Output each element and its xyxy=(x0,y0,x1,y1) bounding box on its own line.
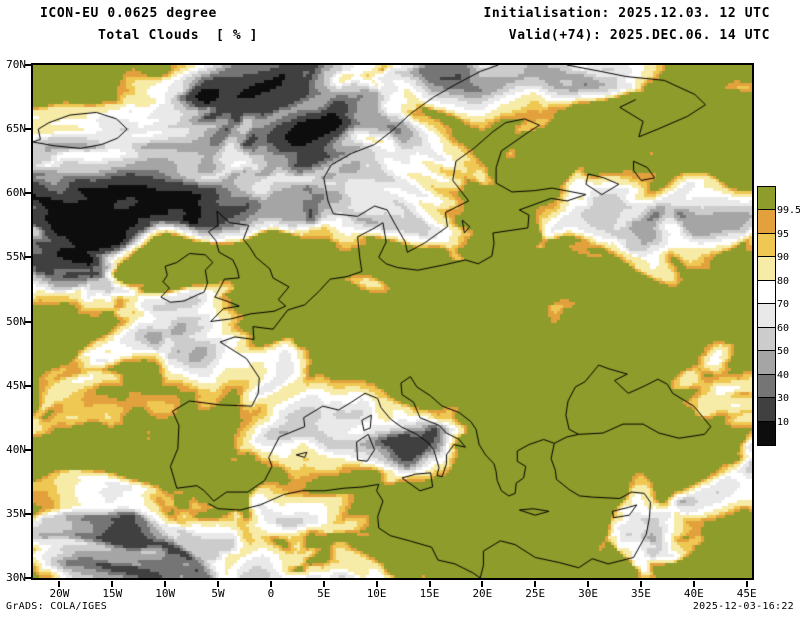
colorbar-segment xyxy=(758,422,775,445)
colorbar-tick-label: 80 xyxy=(777,276,790,287)
lon-tick-mark xyxy=(745,581,748,587)
colorbar-segment xyxy=(758,375,775,398)
lat-tick-mark xyxy=(25,128,31,131)
lon-tick-mark xyxy=(111,581,114,587)
lat-tick-mark xyxy=(25,64,31,66)
lat-tick-mark xyxy=(25,192,31,195)
colorbar-tick-label: 10 xyxy=(777,417,790,428)
lon-tick-mark xyxy=(481,581,484,587)
lon-tick-mark xyxy=(322,581,325,587)
colorbar-segment xyxy=(758,328,775,351)
colorbar-tick-label: 50 xyxy=(777,346,790,357)
title-valid: Valid(+74): 2025.DEC.06. 14 UTC xyxy=(508,28,770,43)
colorbar xyxy=(757,186,776,446)
lat-tick-label: 40N xyxy=(6,442,26,456)
lon-tick-label: 35E xyxy=(631,587,651,600)
colorbar-tick-label: 99.5 xyxy=(777,205,800,216)
map-frame xyxy=(31,63,754,580)
lon-tick-label: 15W xyxy=(102,587,123,600)
grads-credit: GrADS: COLA/IGES xyxy=(6,601,108,612)
title-init: Initialisation: 2025.12.03. 12 UTC xyxy=(483,6,770,21)
lon-tick-label: 30E xyxy=(578,587,599,600)
lon-tick-mark xyxy=(428,581,431,587)
lon-tick-label: 20W xyxy=(49,587,70,600)
creation-timestamp: 2025-12-03-16:22 xyxy=(692,601,794,612)
colorbar-tick-label: 90 xyxy=(777,252,790,263)
lon-tick-label: 0 xyxy=(267,587,275,600)
colorbar-segment xyxy=(758,281,775,304)
lat-tick-mark xyxy=(25,448,31,451)
colorbar-segment xyxy=(758,257,775,281)
colorbar-tick-label: 40 xyxy=(777,370,790,381)
colorbar-tick-label: 70 xyxy=(777,299,790,310)
lon-tick-mark xyxy=(692,581,695,587)
lon-tick-label: 5E xyxy=(317,587,331,600)
lat-tick-label: 50N xyxy=(6,314,26,328)
cloud-cover-map-canvas xyxy=(33,65,752,578)
lat-tick-mark xyxy=(25,384,31,387)
lat-tick-label: 35N xyxy=(6,506,26,520)
lon-tick-mark xyxy=(269,581,272,587)
lat-tick-label: 45N xyxy=(6,378,26,392)
title-variable: Total Clouds [ % ] xyxy=(98,28,259,43)
colorbar-segment xyxy=(758,234,775,257)
colorbar-tick-label: 30 xyxy=(777,393,790,404)
title-model: ICON-EU 0.0625 degree xyxy=(40,6,217,21)
lon-tick-mark xyxy=(375,581,378,587)
lon-tick-mark xyxy=(587,581,590,587)
lon-tick-label: 10E xyxy=(366,587,387,600)
lon-tick-label: 5W xyxy=(211,587,225,600)
colorbar-tick-label: 95 xyxy=(777,229,790,240)
lon-tick-label: 40E xyxy=(683,587,704,600)
lon-tick-label: 25E xyxy=(525,587,546,600)
lat-tick-label: 60N xyxy=(6,186,26,200)
lat-tick-mark xyxy=(25,256,31,259)
lon-tick-label: 20E xyxy=(472,587,493,600)
lon-tick-label: 45E xyxy=(736,587,757,600)
lat-tick-mark xyxy=(25,512,31,515)
lat-tick-label: 65N xyxy=(6,122,26,136)
lon-tick-label: 10W xyxy=(155,587,176,600)
lat-tick-label: 30N xyxy=(6,571,26,584)
lon-tick-mark xyxy=(217,581,220,587)
lon-tick-mark xyxy=(58,581,61,587)
lon-tick-mark xyxy=(534,581,537,587)
colorbar-tick-label: 60 xyxy=(777,323,790,334)
lon-tick-mark xyxy=(164,581,167,587)
colorbar-segment xyxy=(758,351,775,375)
lon-tick-label: 15E xyxy=(419,587,440,600)
lat-tick-label: 55N xyxy=(6,250,26,264)
lon-tick-mark xyxy=(639,581,642,587)
colorbar-segment xyxy=(758,304,775,328)
colorbar-segment xyxy=(758,187,775,210)
lat-tick-label: 70N xyxy=(6,58,26,71)
colorbar-segment xyxy=(758,398,775,422)
lat-tick-mark xyxy=(25,320,31,323)
colorbar-segment xyxy=(758,210,775,234)
lat-tick-mark xyxy=(25,577,31,579)
